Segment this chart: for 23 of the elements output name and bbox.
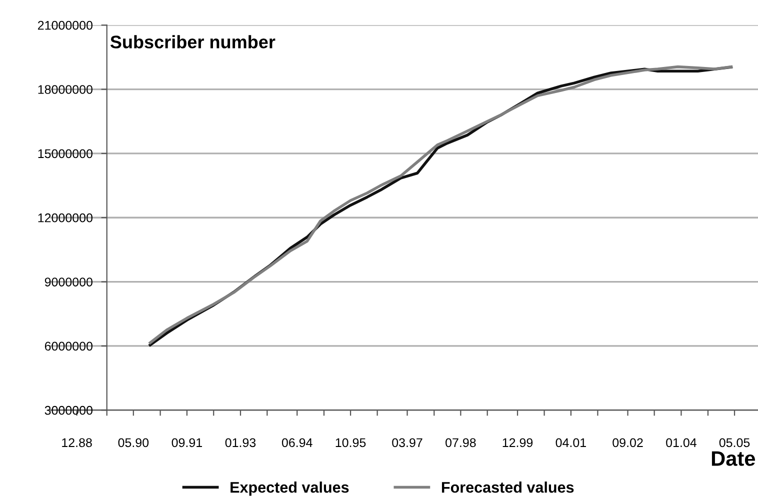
- x-tick-label: 10.95: [336, 438, 366, 448]
- x-tick-label: 05.05: [719, 438, 750, 448]
- y-tick-label: 12000000: [38, 213, 92, 222]
- x-tick-label: 04.01: [556, 438, 586, 448]
- x-tick-label: 03.97: [392, 438, 422, 448]
- x-tick-label: 09.91: [172, 438, 202, 448]
- y-tick-label: 6000000: [44, 342, 92, 351]
- y-axis-title: Subscriber number: [110, 35, 276, 48]
- x-tick-label: 12.88: [62, 438, 92, 448]
- y-tick-label: 15000000: [38, 149, 92, 158]
- y-tick-label: 9000000: [44, 278, 92, 286]
- legend-label: Forecasted values: [442, 482, 574, 493]
- x-tick-label: 01.04: [666, 438, 696, 448]
- y-tick-label: 21000000: [38, 20, 92, 30]
- x-tick-label: 09.02: [612, 438, 643, 448]
- x-tick-label: 07.98: [446, 438, 476, 448]
- x-tick-label: 01.93: [225, 438, 256, 448]
- y-tick-label: 18000000: [38, 85, 92, 94]
- x-axis-title: Date: [712, 451, 756, 466]
- legend-label: Expected values: [230, 482, 349, 496]
- x-tick-label: 12.99: [502, 438, 533, 448]
- x-tick-label: 06.94: [282, 438, 312, 448]
- x-tick-label: 05.90: [118, 438, 149, 448]
